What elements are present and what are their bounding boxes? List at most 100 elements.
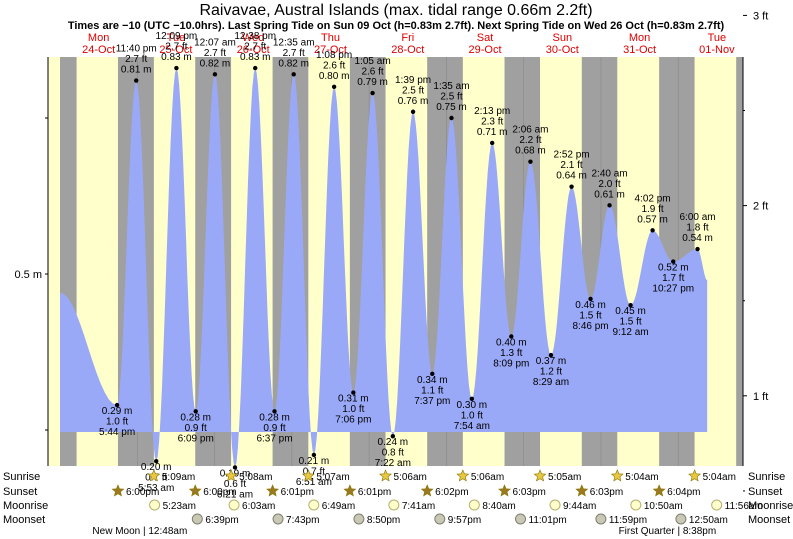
high-tide-label: 12:35 am: [273, 37, 315, 48]
low-tide-point: [390, 434, 396, 439]
moonset-icon: [595, 513, 607, 525]
high-tide-label: 1:05 am: [355, 56, 391, 67]
high-tide-point: [569, 184, 574, 189]
moonrise-icon: [149, 499, 161, 511]
moonset-icon: [675, 513, 687, 525]
row-event-time: 11:56am: [725, 501, 763, 512]
high-tide-label: 4:02 pm: [635, 193, 671, 204]
moon-phase-label: New Moon | 12:48am: [92, 526, 187, 537]
low-tide-label: 0.40 m: [496, 337, 527, 348]
day-date: 28-Oct: [391, 44, 424, 56]
sun-icon: [379, 469, 392, 482]
low-tide-label: 0.46 m: [575, 300, 606, 311]
low-tide-label: 8:46 pm: [572, 321, 608, 332]
sun-icon: [224, 469, 238, 482]
low-tide-label: 6:09 pm: [178, 433, 214, 444]
row-event-time: 5:06am: [394, 472, 427, 483]
row-label-left: Sunset: [3, 486, 37, 498]
low-tide-label: 1.1 ft: [421, 385, 443, 396]
low-tide-label: 0.21 m: [299, 456, 330, 467]
high-tide-point: [212, 72, 218, 77]
low-tide-label: 0.34 m: [417, 375, 448, 386]
low-tide-label: 0.9 ft: [263, 423, 285, 434]
high-tide-label: 0.83 m: [161, 52, 192, 63]
row-event-time: 6:03am: [242, 501, 275, 512]
high-tide-label: 2.3 ft: [481, 116, 503, 127]
low-tide-label: 9:12 am: [613, 327, 649, 338]
high-tide-point: [650, 228, 655, 233]
row-event-time: 7:43pm: [286, 515, 319, 526]
low-tide-label: 1.0 ft: [461, 410, 483, 421]
low-tide-label: 7:06 pm: [335, 415, 371, 426]
low-tide-point: [193, 409, 198, 414]
day-weekday: Tue: [708, 32, 727, 44]
row-label-left: Moonrise: [3, 500, 48, 512]
high-tide-label: 0.71 m: [477, 127, 508, 138]
row-event-time: 6:00pm: [126, 487, 159, 498]
row-event-time: 5:08am: [239, 472, 272, 483]
left-axis-label: 0.5 m: [14, 269, 42, 281]
row-event-time: 6:00pm: [203, 487, 236, 498]
row-event-time: 5:04am: [625, 472, 658, 483]
night-band: [736, 57, 743, 466]
low-tide-label: 0.31 m: [338, 394, 369, 405]
sunset-icon: [343, 484, 357, 497]
moonrise-icon: [711, 499, 723, 511]
day-date: 01-Nov: [699, 44, 735, 56]
high-tide-label: 0.82 m: [200, 58, 231, 69]
day-date: 30-Oct: [546, 44, 579, 56]
high-tide-label: 0.57 m: [637, 214, 668, 225]
high-tide-point: [607, 203, 612, 208]
high-tide-point: [291, 72, 296, 77]
row-label-left: Moonset: [3, 514, 45, 526]
row-event-time: 10:50am: [644, 501, 683, 512]
day-weekday: Tue: [167, 32, 186, 44]
high-tide-label: 12:07 am: [194, 37, 236, 48]
high-tide-point: [331, 84, 337, 90]
low-tide-label: 1.5 ft: [579, 310, 601, 321]
row-event-time: 7:41am: [402, 501, 435, 512]
moonrise-icon: [630, 499, 642, 511]
low-tide-label: 1.5 ft: [619, 317, 641, 328]
high-tide-label: 0.81 m: [121, 65, 152, 76]
right-axis-label: 1 ft: [753, 391, 768, 403]
sun-icon: [533, 469, 547, 482]
high-tide-point: [449, 115, 454, 121]
low-tide-label: 6:21 am: [217, 489, 253, 500]
row-event-time: 5:23am: [163, 501, 196, 512]
sun-icon: [456, 469, 470, 482]
low-tide-label: 0.9 ft: [185, 423, 207, 434]
high-tide-point: [410, 109, 416, 114]
day-date: 31-Oct: [623, 44, 656, 56]
low-tide-label: 6:37 pm: [256, 433, 292, 444]
high-tide-label: 1.8 ft: [686, 223, 708, 234]
high-tide-label: 0.64 m: [556, 171, 587, 182]
row-event-time: 6:03pm: [590, 487, 623, 498]
row-event-time: 5:07am: [316, 472, 349, 483]
low-tide-label: 8:29 am: [533, 377, 569, 388]
row-label-right: Sunset: [748, 486, 782, 498]
sun-icon: [688, 469, 702, 482]
day-weekday: Fri: [401, 32, 414, 44]
low-tide-label: 8:09 pm: [493, 358, 529, 369]
day-date: 27-Oct: [314, 44, 347, 56]
row-label-right: Moonset: [748, 514, 790, 526]
low-tide-label: 1.7 ft: [662, 273, 684, 284]
moonset-icon: [191, 513, 203, 525]
day-weekday: Sun: [553, 32, 573, 44]
high-tide-point: [134, 78, 139, 83]
sunset-icon: [420, 484, 434, 497]
row-event-time: 11:59pm: [609, 515, 647, 526]
low-tide-label: 0.24 m: [378, 437, 409, 448]
row-event-time: 5:05am: [548, 472, 581, 483]
row-event-time: 8:40am: [482, 501, 515, 512]
row-event-time: 6:01pm: [358, 487, 391, 498]
high-tide-label: 2.5 ft: [440, 92, 462, 103]
high-tide-label: 11:40 pm: [116, 44, 157, 55]
day-date: 29-Oct: [469, 44, 502, 56]
moon-phase-label: First Quarter | 8:38pm: [619, 526, 717, 537]
low-tide-label: 1.0 ft: [106, 417, 128, 428]
moonrise-icon: [308, 499, 320, 511]
low-tide-label: 0.37 m: [536, 356, 567, 367]
